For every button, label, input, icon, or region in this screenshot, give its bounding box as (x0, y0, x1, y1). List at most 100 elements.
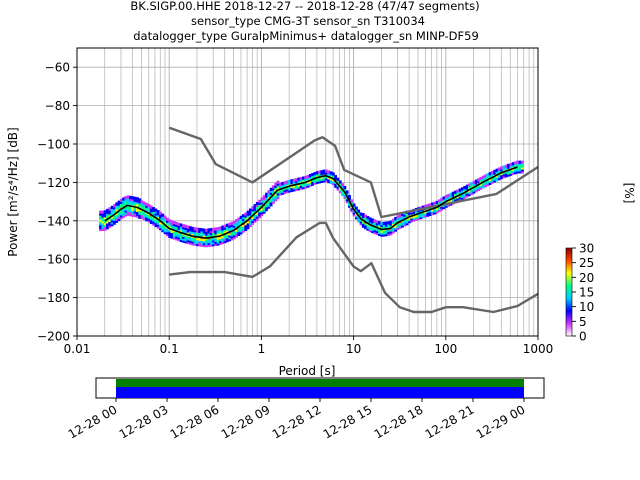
heatmap-cell (364, 226, 368, 230)
plot-frame (76, 47, 539, 337)
heatmap-cell (170, 229, 174, 234)
timeline-bars (116, 379, 524, 398)
heatmap-cell (502, 167, 506, 171)
heatmap-cell (179, 236, 183, 241)
heatmap-cell (313, 172, 317, 176)
heatmap-cell (119, 214, 123, 218)
heatmap-cell (490, 180, 494, 184)
heatmap-cell (343, 195, 347, 199)
heatmap-cell (272, 191, 275, 195)
heatmap-cell (110, 207, 114, 211)
heatmap-cell (129, 211, 132, 215)
heatmap-cell (200, 232, 204, 236)
heatmap-cell (214, 236, 218, 241)
heatmap-cell (165, 232, 169, 237)
heatmap-cell (232, 232, 236, 236)
heatmap-cell (320, 175, 324, 180)
heatmap-cell (101, 210, 105, 214)
heatmap-cell (145, 206, 149, 210)
heatmap-cell (410, 215, 414, 219)
heatmap-cell (189, 241, 192, 245)
heatmap-cell (175, 221, 179, 226)
heatmap-cell (490, 174, 494, 178)
heatmap-cell (228, 232, 232, 236)
heatmap-cell (470, 187, 474, 192)
heatmap-cell (488, 175, 492, 180)
heatmap-cell (216, 230, 220, 235)
heatmap-cell (325, 173, 328, 177)
heatmap-cell (136, 197, 139, 201)
heatmap-cell (230, 225, 234, 229)
y-tick-label: −180 (37, 291, 70, 305)
heatmap-cell (490, 172, 494, 177)
heatmap-cell (500, 172, 504, 176)
heatmap-cell (331, 181, 335, 186)
heatmap-cell (149, 215, 153, 219)
heatmap-cell (278, 190, 282, 194)
heatmap-cell (520, 168, 524, 172)
heatmap-cell (484, 176, 487, 180)
heatmap-cell (103, 225, 107, 229)
heatmap-cell (163, 217, 167, 221)
heatmap-cell (129, 205, 132, 209)
colorbar-tick-label: 15 (579, 286, 594, 300)
heatmap-cell (182, 229, 185, 234)
heatmap-cell (454, 192, 457, 196)
heatmap-cell (396, 226, 400, 230)
heatmap-cell (350, 199, 354, 203)
heatmap-cell (361, 222, 365, 226)
heatmap-cell (442, 196, 446, 200)
heatmap-cell (313, 177, 317, 181)
heatmap-cell (223, 236, 227, 240)
heatmap-cell (175, 235, 179, 239)
heatmap-cell (403, 219, 407, 223)
heatmap-cell (207, 241, 211, 246)
heatmap-cell (258, 199, 261, 203)
heatmap-cell (198, 231, 202, 235)
heatmap-cell (237, 217, 241, 221)
heatmap-cell (202, 240, 206, 244)
heatmap-cell (493, 171, 497, 175)
heatmap-cell (456, 197, 460, 201)
heatmap-cell (327, 174, 331, 178)
heatmap-cell (463, 186, 467, 190)
heatmap-cell (329, 179, 333, 183)
heatmap-cell (205, 238, 208, 242)
heatmap-cell (260, 203, 264, 207)
heatmap-cell (405, 222, 409, 226)
heatmap-cell (200, 230, 204, 234)
heatmap-cell (147, 217, 151, 221)
heatmap-cell (329, 180, 333, 185)
heatmap-cell (112, 206, 116, 210)
heatmap-cell (474, 185, 478, 189)
timeline-bar-blue (116, 387, 524, 398)
heatmap-cell (168, 219, 172, 223)
heatmap-cell (495, 168, 499, 172)
heatmap-cell (159, 227, 162, 231)
heatmap-cell (161, 225, 165, 229)
heatmap-cell (308, 183, 312, 187)
heatmap-cell (198, 237, 202, 241)
heatmap-cell (214, 227, 218, 231)
heatmap-cell (368, 217, 372, 221)
heatmap-cell (490, 178, 494, 182)
heatmap-cell (246, 210, 250, 214)
heatmap-cell (209, 243, 213, 247)
heatmap-cell (440, 197, 444, 202)
heatmap-cell (272, 194, 275, 199)
heatmap-cell (189, 235, 192, 240)
heatmap-cell (301, 186, 305, 190)
heatmap-cell (115, 202, 119, 206)
heatmap-cell (165, 217, 169, 221)
heatmap-cell (354, 208, 358, 212)
heatmap-cell (375, 229, 379, 234)
heatmap-cell (108, 218, 112, 223)
heatmap-cell (142, 215, 146, 219)
heatmap-cell (239, 227, 243, 231)
heatmap-cell (486, 180, 490, 185)
heatmap-cell (507, 169, 510, 173)
heatmap-cell (320, 177, 324, 182)
heatmap-cell (228, 226, 232, 230)
heatmap-cell (258, 201, 261, 205)
